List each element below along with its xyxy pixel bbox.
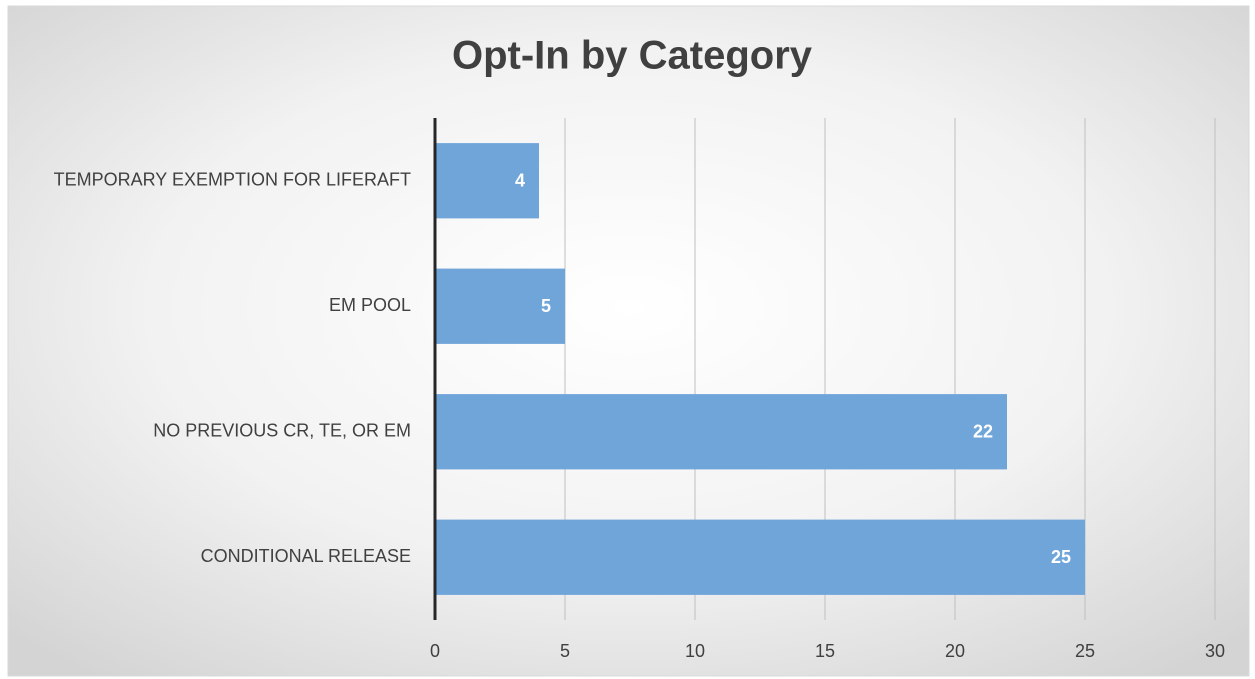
data-label: 4 <box>515 171 525 191</box>
data-label: 5 <box>541 296 551 316</box>
bar <box>435 268 565 344</box>
x-tick-label: 25 <box>1075 641 1095 661</box>
bar <box>435 394 1007 470</box>
x-tick-label: 15 <box>815 641 835 661</box>
x-tick-label: 10 <box>685 641 705 661</box>
y-tick-label: CONDITIONAL RELEASE <box>201 546 411 566</box>
data-label: 25 <box>1051 547 1071 567</box>
bar <box>435 519 1085 595</box>
bar <box>435 143 539 219</box>
x-tick-label: 0 <box>430 641 440 661</box>
x-tick-label: 20 <box>945 641 965 661</box>
x-tick-label: 30 <box>1205 641 1225 661</box>
y-tick-label: NO PREVIOUS CR, TE, OR EM <box>153 421 411 441</box>
x-tick-label: 5 <box>560 641 570 661</box>
y-tick-label: EM POOL <box>329 295 411 315</box>
data-label: 22 <box>973 422 993 442</box>
chart-title: Opt-In by Category <box>452 34 813 78</box>
y-tick-label: TEMPORARY EXEMPTION FOR LIFERAFT <box>54 170 411 190</box>
